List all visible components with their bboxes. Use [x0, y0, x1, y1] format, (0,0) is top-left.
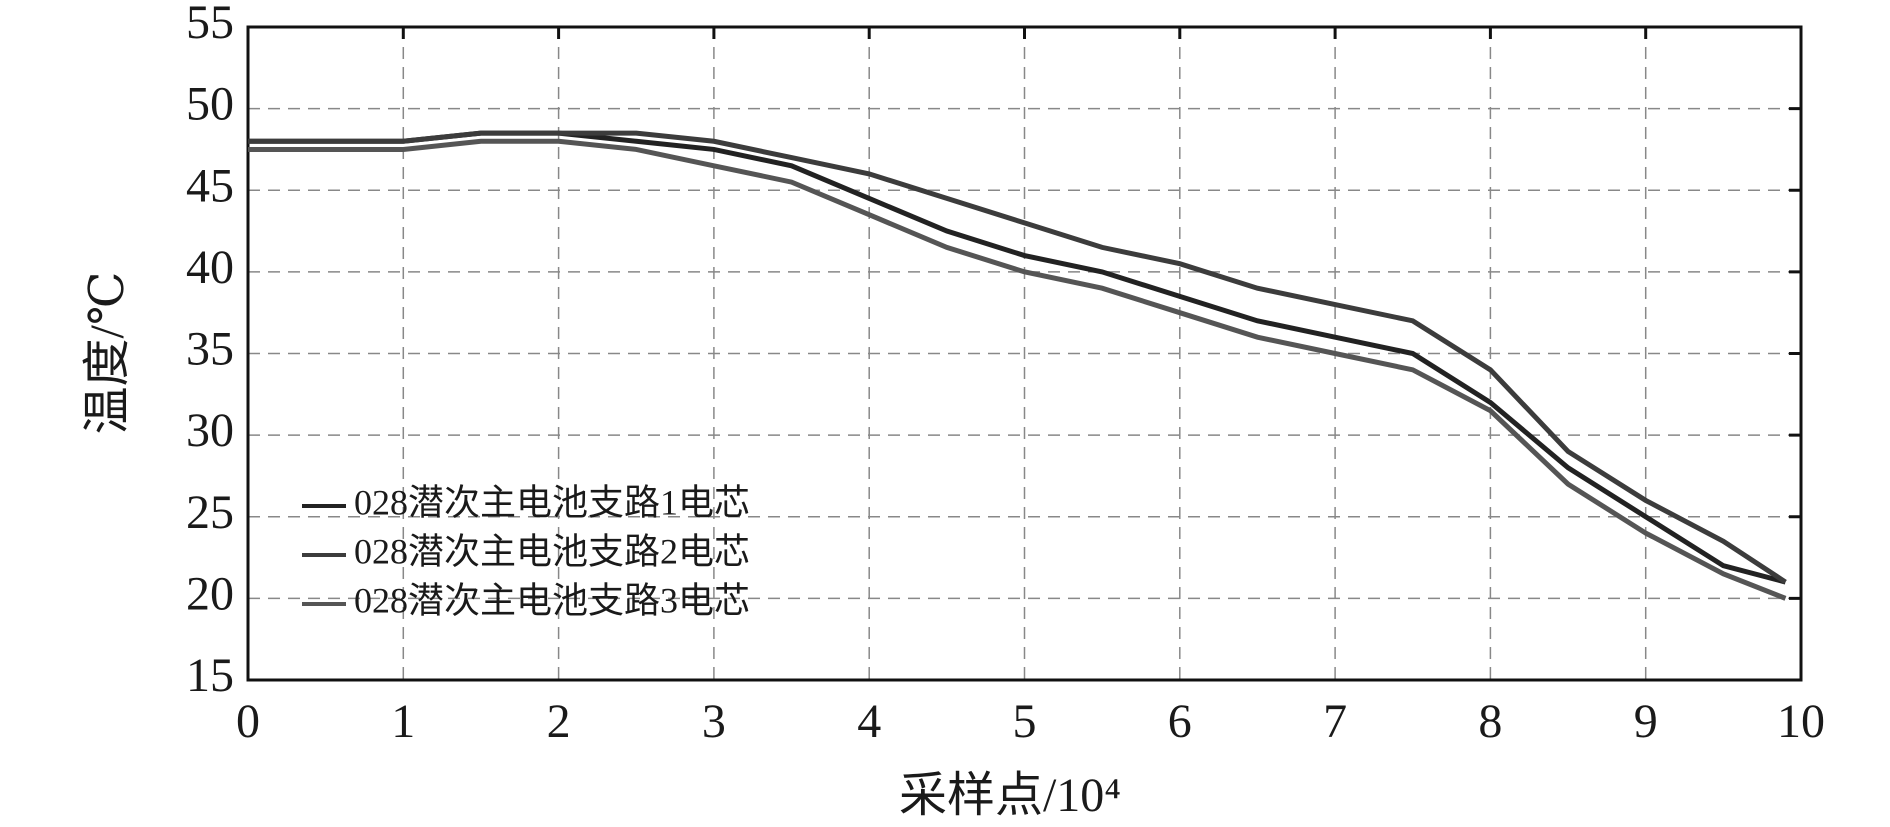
x-tick-label: 10	[1777, 695, 1825, 748]
x-tick-label: 6	[1168, 695, 1192, 748]
series-line	[248, 130, 1787, 585]
y-tick-label: 35	[186, 323, 234, 376]
x-tick-label: 2	[547, 695, 571, 748]
y-tick-label: 20	[186, 567, 234, 620]
x-tick-label: 9	[1634, 695, 1658, 748]
x-axis-label: 采样点/10⁴	[899, 769, 1121, 822]
y-tick-label: 55	[186, 0, 234, 49]
x-tick-label: 3	[702, 695, 726, 748]
y-tick-label: 45	[186, 159, 234, 212]
legend-label: 028潜次主电池支路3电芯	[354, 580, 750, 620]
y-tick-label: 15	[186, 649, 234, 702]
series-line	[248, 138, 1787, 601]
y-tick-label: 25	[186, 486, 234, 539]
x-tick-label: 5	[1013, 695, 1037, 748]
legend-label: 028潜次主电池支路1电芯	[354, 482, 750, 522]
legend-label: 028潜次主电池支路2电芯	[354, 531, 750, 571]
y-tick-label: 40	[186, 241, 234, 294]
x-tick-label: 1	[391, 695, 415, 748]
y-axis-label: 温度/℃	[81, 271, 134, 434]
x-tick-label: 0	[236, 695, 260, 748]
plot-frame	[246, 25, 1803, 682]
x-tick-label: 7	[1323, 695, 1347, 748]
x-tick-label: 8	[1478, 695, 1502, 748]
y-tick-label: 30	[186, 404, 234, 457]
y-tick-label: 50	[186, 78, 234, 131]
x-tick-label: 4	[857, 695, 881, 748]
